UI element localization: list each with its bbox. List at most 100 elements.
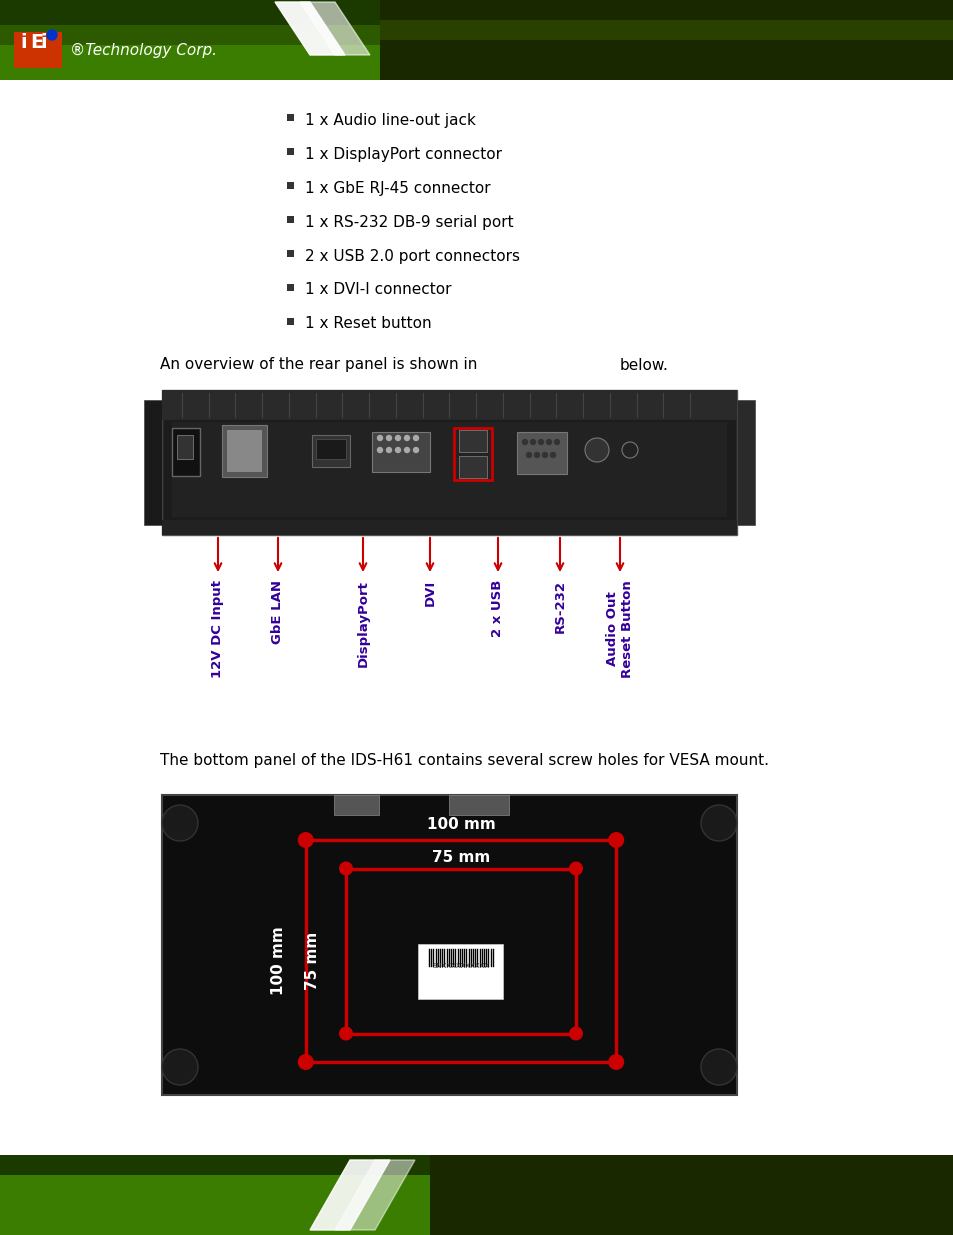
Bar: [0, 0, 953, 80]
Text: 2 x USB 2.0 port connectors: 2 x USB 2.0 port connectors: [305, 248, 519, 263]
Bar: [162, 520, 737, 535]
Bar: [517, 432, 566, 474]
Bar: [172, 422, 726, 517]
Bar: [418, 944, 503, 999]
Circle shape: [338, 862, 353, 876]
Text: E: E: [30, 33, 43, 53]
Circle shape: [526, 452, 531, 457]
Circle shape: [546, 440, 551, 445]
Circle shape: [700, 805, 737, 841]
Bar: [287, 148, 294, 156]
Bar: [737, 400, 754, 525]
Circle shape: [413, 447, 418, 452]
Circle shape: [297, 832, 314, 848]
Circle shape: [608, 1053, 623, 1070]
Circle shape: [542, 452, 547, 457]
Bar: [379, 0, 953, 80]
Circle shape: [522, 440, 527, 445]
Text: 75 mm: 75 mm: [304, 932, 319, 990]
Circle shape: [621, 442, 638, 458]
Bar: [454, 429, 492, 480]
Bar: [315, 438, 346, 459]
Circle shape: [395, 447, 400, 452]
Text: GbE LAN: GbE LAN: [272, 580, 284, 643]
Text: SNXXXXXXXXXX: SNXXXXXXXXXX: [432, 963, 489, 969]
Circle shape: [377, 447, 382, 452]
Text: 2 x USB: 2 x USB: [491, 580, 504, 637]
Bar: [430, 1155, 953, 1235]
Circle shape: [608, 832, 623, 848]
Circle shape: [377, 436, 382, 441]
Circle shape: [47, 30, 57, 40]
Bar: [144, 400, 162, 525]
Bar: [287, 216, 294, 224]
Circle shape: [404, 436, 409, 441]
Text: 1 x DVI-I connector: 1 x DVI-I connector: [305, 283, 451, 298]
Text: 1 x Reset button: 1 x Reset button: [305, 316, 431, 331]
Bar: [458, 430, 486, 452]
Circle shape: [386, 436, 391, 441]
Polygon shape: [274, 2, 345, 56]
Bar: [162, 390, 737, 535]
Bar: [0, 1155, 953, 1235]
Bar: [458, 456, 486, 478]
Circle shape: [297, 1053, 314, 1070]
Circle shape: [413, 436, 418, 441]
Text: 1 x RS-232 DB-9 serial port: 1 x RS-232 DB-9 serial port: [305, 215, 513, 230]
Circle shape: [550, 452, 555, 457]
Text: An overview of the rear panel is shown in: An overview of the rear panel is shown i…: [160, 357, 476, 373]
Bar: [372, 432, 430, 472]
Circle shape: [700, 1049, 737, 1086]
Text: 1 x Audio line-out jack: 1 x Audio line-out jack: [305, 112, 476, 127]
Circle shape: [568, 1026, 582, 1041]
Bar: [0, 25, 953, 44]
Bar: [305, 840, 616, 1062]
Bar: [379, 20, 953, 40]
Circle shape: [568, 862, 582, 876]
Circle shape: [534, 452, 539, 457]
Text: i: i: [40, 33, 47, 53]
Bar: [287, 317, 294, 325]
Text: i: i: [20, 33, 27, 53]
Bar: [449, 795, 509, 815]
Text: ®Technology Corp.: ®Technology Corp.: [70, 42, 216, 58]
Text: DVI: DVI: [423, 580, 436, 606]
Circle shape: [386, 447, 391, 452]
Circle shape: [395, 436, 400, 441]
Bar: [162, 795, 737, 1095]
Text: 1 x GbE RJ-45 connector: 1 x GbE RJ-45 connector: [305, 180, 490, 195]
Polygon shape: [335, 1160, 415, 1230]
Circle shape: [162, 1049, 198, 1086]
Circle shape: [404, 447, 409, 452]
Bar: [335, 795, 379, 815]
Bar: [0, 0, 953, 25]
Text: below.: below.: [619, 357, 668, 373]
Bar: [14, 32, 62, 68]
Text: 75 mm: 75 mm: [432, 850, 490, 864]
Bar: [227, 430, 262, 472]
Bar: [346, 868, 576, 1034]
Polygon shape: [299, 2, 370, 56]
Bar: [177, 435, 193, 459]
Bar: [312, 435, 350, 467]
Bar: [172, 429, 200, 475]
Circle shape: [554, 440, 558, 445]
Text: 1 x DisplayPort connector: 1 x DisplayPort connector: [305, 147, 501, 162]
Bar: [287, 182, 294, 189]
Text: RS-232: RS-232: [553, 580, 566, 634]
Bar: [287, 284, 294, 291]
Circle shape: [338, 1026, 353, 1041]
Text: The bottom panel of the IDS-H61 contains several screw holes for VESA mount.: The bottom panel of the IDS-H61 contains…: [160, 752, 768, 767]
Text: Audio Out
Reset Button: Audio Out Reset Button: [605, 580, 634, 678]
Circle shape: [537, 440, 543, 445]
Circle shape: [530, 440, 535, 445]
Polygon shape: [310, 1160, 390, 1230]
Text: DisplayPort: DisplayPort: [356, 580, 369, 667]
Bar: [287, 114, 294, 121]
Bar: [222, 425, 267, 477]
Text: 100 mm: 100 mm: [426, 818, 495, 832]
Text: 100 mm: 100 mm: [271, 926, 286, 995]
Text: 12V DC Input: 12V DC Input: [212, 580, 224, 678]
Bar: [162, 390, 737, 420]
Bar: [0, 1155, 953, 1174]
